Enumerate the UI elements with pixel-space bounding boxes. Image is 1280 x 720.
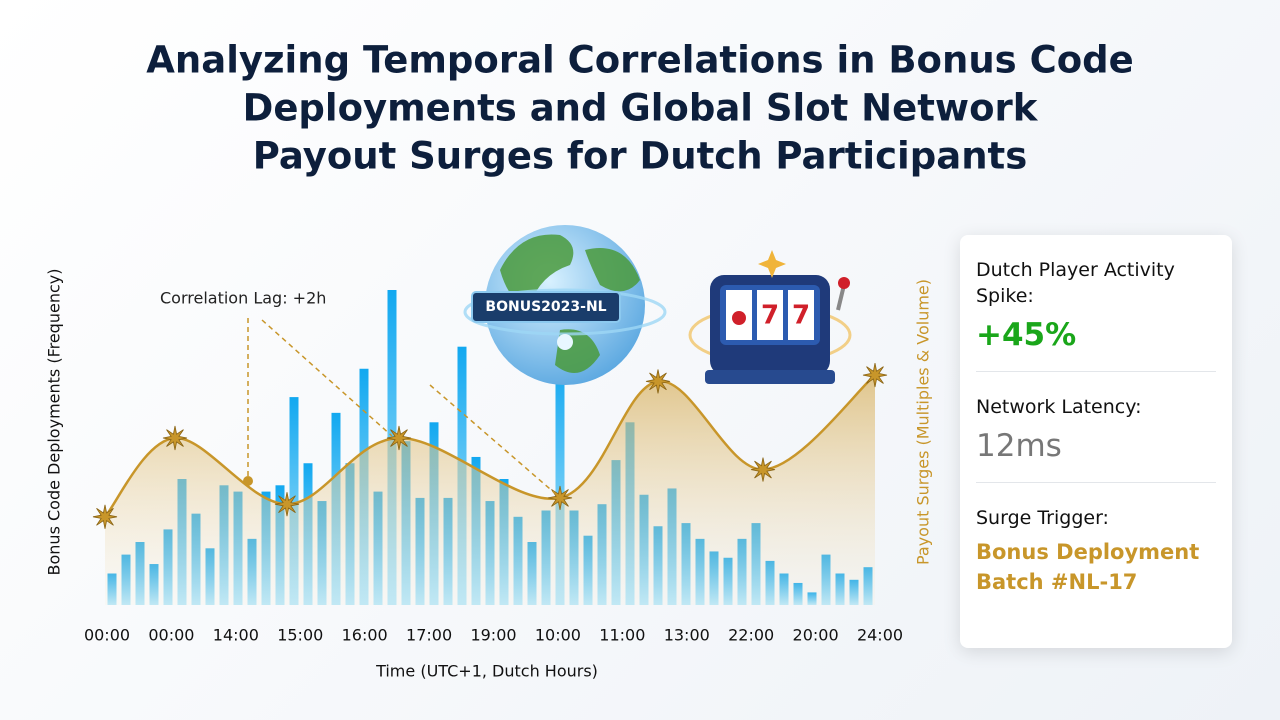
slot-machine: 7 7 bbox=[688, 250, 852, 384]
payout-line bbox=[104, 374, 876, 518]
panel-item: Dutch Player Activity Spike: +45% bbox=[976, 235, 1216, 372]
svg-text:7: 7 bbox=[792, 301, 810, 331]
surge-star bbox=[862, 363, 888, 388]
panel-label: Dutch Player Activity Spike: bbox=[976, 259, 1175, 307]
x-tick-label: 14:00 bbox=[213, 626, 259, 645]
surge-star bbox=[750, 457, 776, 482]
panel-item: Surge Trigger: Bonus Deployment Batch #N… bbox=[976, 483, 1216, 615]
info-panel: Dutch Player Activity Spike: +45% Networ… bbox=[960, 235, 1232, 648]
x-tick-label: 17:00 bbox=[406, 626, 452, 645]
annotation: Correlation Lag: +2h bbox=[160, 289, 326, 308]
panel-label: Surge Trigger: bbox=[976, 507, 1109, 529]
x-tick-label: 15:00 bbox=[277, 626, 323, 645]
badge: BONUS2023-NL bbox=[485, 299, 606, 315]
title-line: Analyzing Temporal Correlations in Bonus… bbox=[146, 39, 1133, 82]
x-tick-label: 19:00 bbox=[470, 626, 516, 645]
y2-axis-label: Payout Surges (Multiples & Volume) bbox=[914, 279, 933, 565]
surge-star bbox=[162, 425, 188, 451]
x-tick-label: 13:00 bbox=[664, 626, 710, 645]
title-line: Payout Surges for Dutch Participants bbox=[253, 135, 1028, 178]
surge-star bbox=[645, 369, 671, 394]
y-axis-label: Bonus Code Deployments (Frequency) bbox=[45, 269, 64, 576]
x-tick-label: 00:00 bbox=[84, 626, 130, 645]
x-axis-label: Time (UTC+1, Dutch Hours) bbox=[375, 662, 598, 681]
panel-item: Network Latency: 12ms bbox=[976, 372, 1216, 483]
svg-text:7: 7 bbox=[761, 301, 779, 331]
globe bbox=[463, 225, 667, 385]
x-tick-label: 24:00 bbox=[857, 626, 903, 645]
payout-area bbox=[105, 375, 875, 605]
surge-star bbox=[547, 485, 573, 510]
x-tick-label: 16:00 bbox=[342, 626, 388, 645]
surge-star bbox=[274, 492, 300, 517]
x-tick-label: 11:00 bbox=[599, 626, 645, 645]
x-tick-label: 10:00 bbox=[535, 626, 581, 645]
panel-value: Bonus Deployment Batch #NL-17 bbox=[976, 540, 1200, 594]
surge-star bbox=[92, 504, 118, 529]
x-tick-label: 22:00 bbox=[728, 626, 774, 645]
plot bbox=[92, 290, 888, 605]
surge-star bbox=[386, 425, 412, 451]
panel-value: +45% bbox=[976, 317, 1077, 353]
annotation-leaders bbox=[247, 318, 558, 496]
title-line: Deployments and Global Slot Network bbox=[243, 87, 1039, 130]
annotation-dot bbox=[243, 476, 253, 486]
bar bbox=[555, 362, 565, 605]
x-tick-label: 00:00 bbox=[148, 626, 194, 645]
x-tick-label: 20:00 bbox=[793, 626, 839, 645]
panel-label: Network Latency: bbox=[976, 396, 1142, 418]
panel-value: 12ms bbox=[976, 428, 1062, 464]
bar bbox=[289, 397, 299, 605]
